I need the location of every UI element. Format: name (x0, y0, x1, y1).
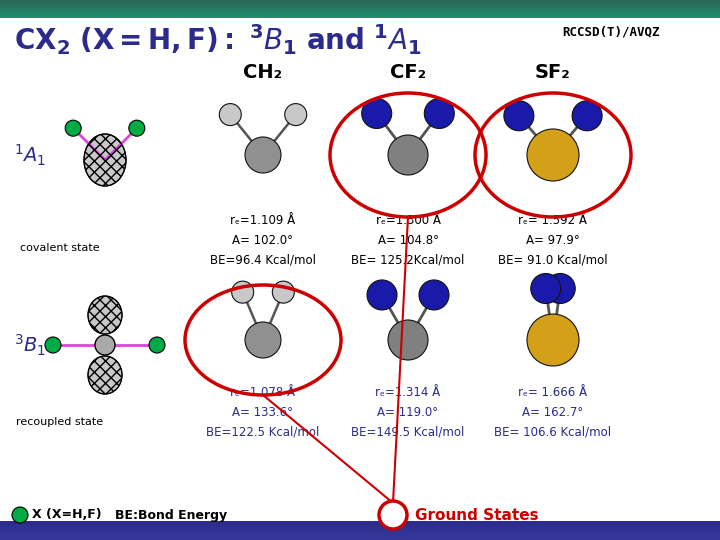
Text: rₑ= 1.592 Å: rₑ= 1.592 Å (518, 213, 588, 226)
Circle shape (531, 273, 561, 303)
Circle shape (361, 98, 392, 129)
Bar (0, 6, 720, 8)
Text: BE= 106.6 Kcal/mol: BE= 106.6 Kcal/mol (495, 426, 611, 438)
Circle shape (504, 101, 534, 131)
Bar (0, 524, 720, 526)
Ellipse shape (84, 134, 126, 186)
Text: rₑ= 1.666 Å: rₑ= 1.666 Å (518, 386, 588, 399)
Bar (0, 16, 720, 18)
Text: SF₂: SF₂ (535, 63, 571, 82)
Circle shape (572, 101, 602, 131)
Circle shape (272, 281, 294, 303)
Bar (0, 523, 720, 525)
Bar (0, 533, 720, 535)
Circle shape (12, 507, 28, 523)
Text: BE=96.4 Kcal/mol: BE=96.4 Kcal/mol (210, 253, 316, 267)
Text: BE=149.5 Kcal/mol: BE=149.5 Kcal/mol (351, 426, 464, 438)
Text: CF₂: CF₂ (390, 63, 426, 82)
Text: BE= 125.2Kcal/mol: BE= 125.2Kcal/mol (351, 253, 464, 267)
Text: RCCSD(T)/AVQZ: RCCSD(T)/AVQZ (562, 25, 660, 38)
Bar (0, 2, 720, 4)
Text: $^3\mathit{B}_1$: $^3\mathit{B}_1$ (14, 333, 46, 357)
Circle shape (367, 280, 397, 310)
Circle shape (527, 129, 579, 181)
Text: rₑ=1.300 Å: rₑ=1.300 Å (376, 213, 441, 226)
Bar (0, 530, 720, 532)
Text: BE=122.5 Kcal/mol: BE=122.5 Kcal/mol (207, 426, 320, 438)
Circle shape (149, 337, 165, 353)
Circle shape (129, 120, 145, 136)
Bar (0, 9, 720, 11)
Bar (0, 537, 720, 539)
Bar (0, 12, 720, 14)
Bar (0, 1, 720, 3)
Text: X (X=H,F): X (X=H,F) (32, 509, 102, 522)
Bar (0, 0, 720, 2)
Bar (0, 532, 720, 534)
Text: BE= 91.0 Kcal/mol: BE= 91.0 Kcal/mol (498, 253, 608, 267)
Bar (0, 11, 720, 13)
Circle shape (527, 314, 579, 366)
Bar (0, 536, 720, 538)
Bar (0, 535, 720, 537)
Bar (0, 8, 720, 10)
Bar (0, 7, 720, 9)
Circle shape (388, 320, 428, 360)
Circle shape (424, 98, 454, 129)
Circle shape (388, 135, 428, 175)
Circle shape (284, 104, 307, 126)
Bar (0, 534, 720, 536)
Bar (0, 10, 720, 12)
Bar (0, 522, 720, 524)
Ellipse shape (88, 356, 122, 394)
Text: BE:Bond Energy: BE:Bond Energy (115, 509, 227, 522)
Bar (0, 5, 720, 7)
Text: rₑ=1.078 Å: rₑ=1.078 Å (230, 386, 296, 399)
Text: A= 133.6°: A= 133.6° (233, 406, 294, 419)
Text: covalent state: covalent state (20, 243, 100, 253)
Text: A= 162.7°: A= 162.7° (523, 406, 584, 419)
Circle shape (419, 280, 449, 310)
Circle shape (220, 104, 241, 126)
Ellipse shape (88, 296, 122, 334)
Circle shape (245, 322, 281, 358)
Bar (0, 3, 720, 5)
Bar (0, 528, 720, 530)
Text: rₑ=1.109 Å: rₑ=1.109 Å (230, 213, 296, 226)
Circle shape (545, 273, 575, 303)
Text: $\mathbf{CX_2}$$\mathbf{\ (X{=}H,F):\ }$$^{\mathbf{3}}\mathbf{\mathit{B}_1}$$\ma: $\mathbf{CX_2}$$\mathbf{\ (X{=}H,F):\ }$… (14, 23, 421, 57)
Bar (0, 527, 720, 529)
Bar (0, 525, 720, 527)
Text: A= 97.9°: A= 97.9° (526, 233, 580, 246)
Bar (0, 14, 720, 16)
Text: A= 104.8°: A= 104.8° (377, 233, 438, 246)
Circle shape (379, 501, 407, 529)
Circle shape (95, 335, 115, 355)
Circle shape (66, 120, 81, 136)
Text: $^1\mathit{A}_1$: $^1\mathit{A}_1$ (14, 143, 46, 167)
Text: A= 119.0°: A= 119.0° (377, 406, 438, 419)
Text: recoupled state: recoupled state (17, 417, 104, 427)
Text: Ground States: Ground States (415, 508, 539, 523)
Text: CH₂: CH₂ (243, 63, 282, 82)
Circle shape (232, 281, 253, 303)
Circle shape (45, 337, 61, 353)
Bar (0, 531, 720, 533)
Bar (0, 526, 720, 528)
Text: A= 102.0°: A= 102.0° (233, 233, 294, 246)
Bar (0, 15, 720, 17)
Bar (0, 0, 720, 1)
Bar (0, 538, 720, 540)
Bar (0, 4, 720, 6)
Bar (0, 521, 720, 523)
Bar (0, 529, 720, 531)
Bar (0, 13, 720, 15)
Text: rₑ=1.314 Å: rₑ=1.314 Å (375, 386, 441, 399)
Circle shape (245, 137, 281, 173)
